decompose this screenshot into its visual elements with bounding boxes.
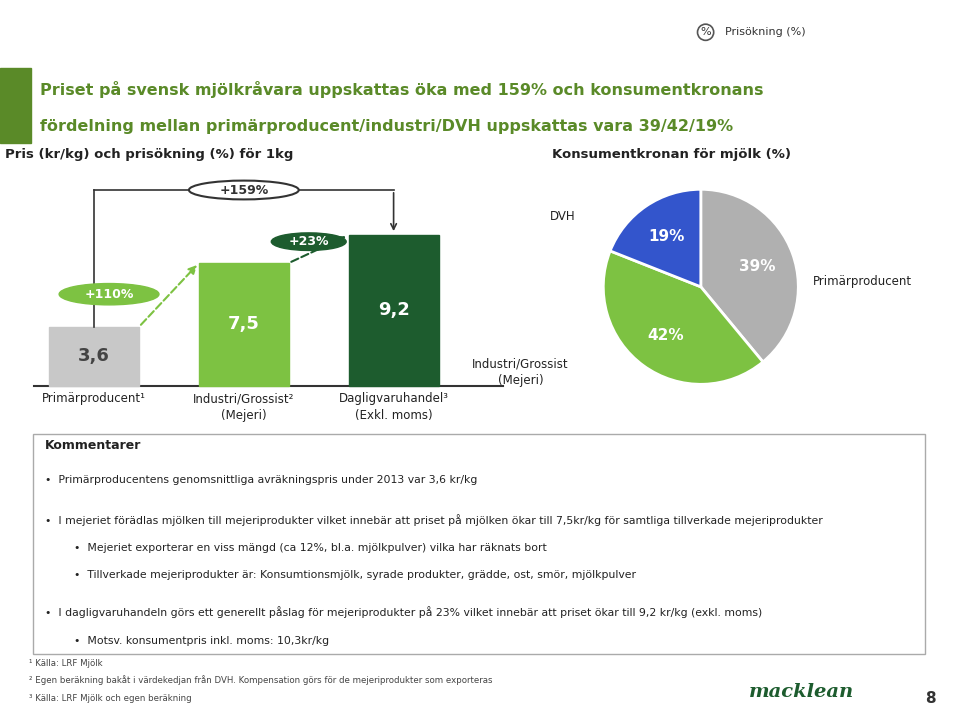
- Bar: [49, 327, 139, 386]
- Ellipse shape: [189, 181, 299, 199]
- Text: Dagligvaruhandel³
(Exkl. moms): Dagligvaruhandel³ (Exkl. moms): [339, 392, 448, 422]
- Text: Pris (kr/kg) och prisökning (%) för 1kg: Pris (kr/kg) och prisökning (%) för 1kg: [5, 148, 293, 161]
- Text: %: %: [700, 27, 711, 37]
- Text: Industri/Grossist
(Mejeri): Industri/Grossist (Mejeri): [472, 357, 568, 387]
- Text: fördelning mellan primärproducent/industri/DVH uppskattas vara 39/42/19%: fördelning mellan primärproducent/indust…: [40, 119, 733, 134]
- Text: •  Motsv. konsumentpris inkl. moms: 10,3kr/kg: • Motsv. konsumentpris inkl. moms: 10,3k…: [74, 636, 329, 646]
- Text: Konsumentkronan för mjölk (%): Konsumentkronan för mjölk (%): [553, 148, 791, 161]
- Text: •  I mejeriet förädlas mjölken till mejeriprodukter vilket innebär att priset på: • I mejeriet förädlas mjölken till mejer…: [45, 514, 823, 526]
- Text: •  Primärproducentens genomsnittliga avräkningspris under 2013 var 3,6 kr/kg: • Primärproducentens genomsnittliga avrä…: [45, 475, 477, 485]
- Bar: [348, 235, 439, 386]
- Text: 3,6: 3,6: [78, 347, 110, 365]
- Text: Prisökning (%): Prisökning (%): [725, 27, 805, 37]
- Wedge shape: [603, 251, 763, 384]
- Text: •  I dagligvaruhandeln görs ett generellt påslag för mejeriprodukter på 23% vilk: • I dagligvaruhandeln görs ett generellt…: [45, 607, 762, 618]
- Text: +23%: +23%: [289, 235, 329, 248]
- Text: ³ Källa: LRF Mjölk och egen beräkning: ³ Källa: LRF Mjölk och egen beräkning: [29, 693, 191, 703]
- Text: ² Egen beräkning bakåt i värdekedjan från DVH. Kompensation görs för de mejeripr: ² Egen beräkning bakåt i värdekedjan frå…: [29, 675, 492, 685]
- Text: +110%: +110%: [84, 288, 133, 300]
- Text: 39%: 39%: [739, 259, 776, 274]
- Text: +159%: +159%: [219, 184, 269, 196]
- Ellipse shape: [272, 233, 347, 250]
- Text: Industri/Grossist²
(Mejeri): Industri/Grossist² (Mejeri): [193, 392, 295, 422]
- Text: Kommentarer: Kommentarer: [45, 440, 141, 452]
- Text: ¹ Källa: LRF Mjölk: ¹ Källa: LRF Mjölk: [29, 659, 103, 668]
- Ellipse shape: [60, 283, 159, 305]
- Wedge shape: [701, 189, 799, 362]
- Bar: [0, 68, 31, 143]
- Text: DVH: DVH: [550, 210, 575, 223]
- Text: 42%: 42%: [647, 328, 684, 343]
- Text: 8: 8: [925, 691, 936, 706]
- Bar: [199, 263, 289, 386]
- Text: Primärproducent: Primärproducent: [813, 275, 912, 288]
- Text: •  Mejeriet exporterar en viss mängd (ca 12%, bl.a. mjölkpulver) vilka har räkna: • Mejeriet exporterar en viss mängd (ca …: [74, 543, 546, 553]
- Text: 19%: 19%: [649, 229, 685, 244]
- Wedge shape: [611, 189, 701, 287]
- Text: 7,5: 7,5: [228, 315, 260, 333]
- Text: •  Tillverkade mejeriprodukter är: Konsumtionsmjölk, syrade produkter, grädde, o: • Tillverkade mejeriprodukter är: Konsum…: [74, 570, 636, 580]
- Text: 9,2: 9,2: [377, 301, 410, 320]
- Text: Priset på svensk mjölkråvara uppskattas öka med 159% och konsumentkronans: Priset på svensk mjölkråvara uppskattas …: [40, 81, 764, 98]
- Text: macklean: macklean: [749, 683, 854, 701]
- Text: Primärproducent¹: Primärproducent¹: [42, 392, 146, 405]
